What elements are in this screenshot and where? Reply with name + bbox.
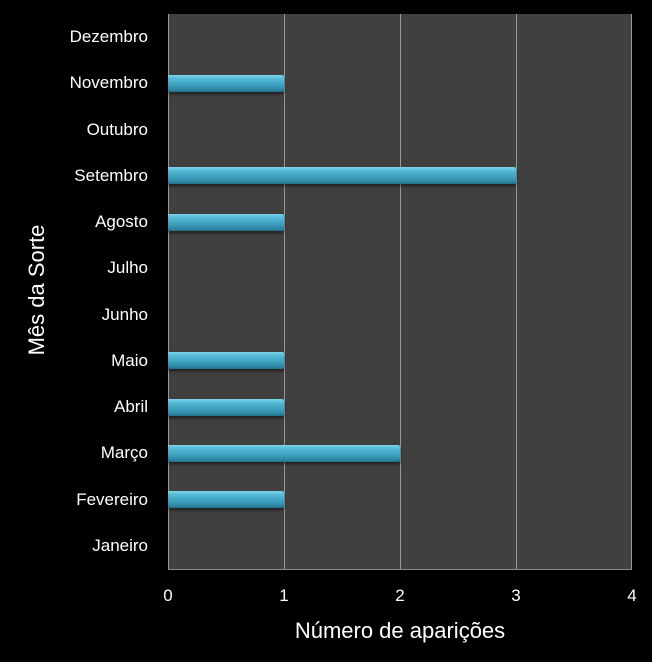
bar-novembro: [168, 74, 284, 92]
gridline: [631, 14, 632, 569]
x-tick-label: 1: [279, 586, 289, 605]
bar-setembro: [168, 167, 516, 185]
y-category-label: Julho: [107, 258, 148, 278]
bar-abril: [168, 398, 284, 416]
gridline: [168, 14, 169, 569]
bar-agosto: [168, 213, 284, 231]
x-tick-label: 4: [627, 586, 637, 605]
y-category-label: Dezembro: [69, 27, 148, 47]
gridline: [400, 14, 401, 569]
y-category-label: Novembro: [69, 73, 148, 93]
bar-maio: [168, 352, 284, 370]
y-category-label: Fevereiro: [76, 489, 148, 509]
y-category-label: Maio: [111, 350, 148, 370]
y-axis-title: Mês da Sorte: [24, 224, 49, 356]
y-category-label: Março: [100, 443, 148, 463]
gridline: [284, 14, 285, 569]
x-tick-label: 0: [163, 586, 173, 605]
y-category-label: Outubro: [86, 119, 148, 139]
x-tick-label: 3: [511, 586, 521, 605]
plot-area: [168, 14, 632, 570]
y-category-label: Setembro: [74, 165, 148, 185]
y-category-label: Junho: [101, 304, 148, 324]
gridline: [516, 14, 517, 569]
bar-março: [168, 444, 400, 462]
y-category-label: Janeiro: [92, 535, 148, 555]
x-axis-title: Número de aparições: [294, 618, 506, 643]
bar-fevereiro: [168, 491, 284, 509]
y-category-label: Abril: [113, 397, 148, 417]
x-tick-label: 2: [395, 586, 405, 605]
y-category-label: Agosto: [95, 212, 148, 232]
